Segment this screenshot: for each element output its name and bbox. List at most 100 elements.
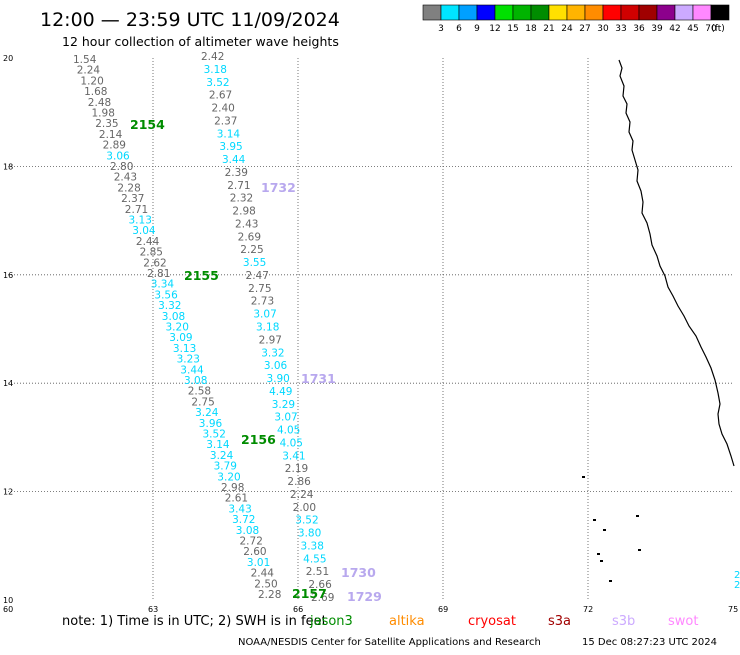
- colorbar-label: 3: [438, 24, 444, 34]
- wave-height-label: 2.40: [211, 103, 234, 115]
- colorbar-label: 33: [615, 24, 626, 34]
- lat-tick-label: 20: [3, 54, 13, 63]
- altimeter-tracks: 1.542.241.201.682.481.982.352.142.893.06…: [73, 51, 334, 604]
- island-mark: [600, 560, 603, 562]
- wave-height-label: 4.05: [277, 425, 300, 437]
- island-mark: [597, 553, 600, 555]
- wave-height-label: 2.60: [243, 546, 266, 558]
- lon-tick-label: 63: [148, 605, 158, 614]
- lat-tick-label: 14: [3, 379, 13, 388]
- wave-height-label: 3.18: [256, 322, 279, 334]
- wave-height-label: 2.42: [201, 51, 224, 63]
- wave-height-label: 2.39: [225, 167, 248, 179]
- wave-height-label: 3.04: [132, 225, 156, 237]
- wave-height-label: 2.24: [290, 489, 314, 501]
- colorbar-label: 45: [687, 24, 698, 34]
- pass-number-label: 2154: [130, 117, 165, 132]
- wave-height-label: 3.96: [199, 418, 223, 430]
- satellite-legend-entry: s3a: [548, 614, 571, 629]
- satellite-legend-entry: jason3: [309, 614, 353, 629]
- wave-height-label: 3.01: [247, 557, 270, 569]
- colorbar-swatch: [494, 4, 514, 21]
- wave-height-label: 3.79: [214, 461, 237, 473]
- colorbar-swatch: [548, 4, 568, 21]
- wave-height-label: 2.81: [147, 268, 170, 280]
- edge-value-mark: 2: [734, 570, 740, 581]
- wave-height-label: 2.43: [114, 172, 137, 184]
- colorbar-swatch: [710, 4, 730, 21]
- wave-height-label: 3.44: [180, 364, 204, 376]
- colorbar-label: 12: [489, 24, 500, 34]
- wave-height-label: 3.52: [206, 77, 229, 89]
- wave-height-label: 2.72: [240, 536, 263, 548]
- wave-height-label: 3.13: [173, 343, 196, 355]
- wave-height-label: 3.20: [166, 322, 189, 334]
- map-title: 12:00 — 23:59 UTC 11/09/2024: [40, 9, 340, 31]
- island-mark: [593, 519, 596, 521]
- wave-height-label: 3.34: [151, 279, 175, 291]
- wave-height-label: 2.69: [238, 231, 261, 243]
- satellite-legend: jason3 altika cryosat s3a s3b swot: [309, 614, 698, 629]
- footer-note: note: 1) Time is in UTC; 2) SWH is in fe…: [62, 614, 327, 629]
- footer-timestamp: 15 Dec 08:27:23 UTC 2024: [582, 637, 717, 648]
- colorbar-swatch: [566, 4, 586, 21]
- pass-number-label: 2156: [241, 432, 276, 447]
- pass-number-label: 1729: [347, 589, 382, 604]
- colorbar-label: 6: [456, 24, 462, 34]
- wave-height-label: 2.48: [88, 97, 111, 109]
- colorbar-swatch: [530, 4, 550, 21]
- wave-height-label: 2.28: [117, 182, 140, 194]
- colorbar-legend: 3 6 9 12 15 18 21 24 27 30 33 36 39 42 45 70(ft): [422, 4, 730, 34]
- colorbar-label: 18: [525, 24, 537, 34]
- wave-height-label: 1.20: [80, 75, 103, 87]
- colorbar-label: 24: [561, 24, 573, 34]
- lat-tick-label: 12: [3, 488, 13, 497]
- wave-height-label: 2.75: [248, 283, 271, 295]
- colorbar-label: 36: [633, 24, 645, 34]
- wave-height-label: 3.23: [177, 354, 200, 366]
- wave-height-label: 2.71: [227, 180, 250, 192]
- wave-height-label: 3.24: [210, 450, 234, 462]
- island-mark: [636, 515, 639, 517]
- wave-height-label: 2.98: [221, 482, 244, 494]
- wave-height-label: 2.35: [95, 118, 118, 130]
- wave-height-label: 2.24: [77, 65, 101, 77]
- wave-height-label: 3.44: [222, 154, 246, 166]
- wave-height-label: 2.71: [125, 204, 148, 216]
- wave-height-label: 2.37: [121, 193, 144, 205]
- wave-height-label: 3.08: [184, 375, 207, 387]
- colorbar-label: 39: [651, 24, 663, 34]
- wave-height-label: 3.24: [195, 407, 219, 419]
- colorbar-label: 42: [669, 24, 680, 34]
- wave-height-label: 2.43: [235, 218, 258, 230]
- lat-tick-label: 10: [3, 596, 13, 605]
- satellite-legend-entry: cryosat: [468, 614, 516, 629]
- lat-tick-label: 18: [3, 162, 13, 171]
- wave-height-label: 2.25: [240, 244, 263, 256]
- wave-height-label: 3.56: [154, 289, 178, 301]
- colorbar-swatch: [656, 4, 676, 21]
- wave-height-label: 2.19: [285, 463, 308, 475]
- wave-height-label: 2.14: [99, 129, 123, 141]
- colorbar-swatch: [620, 4, 640, 21]
- wave-height-label: 3.14: [217, 128, 241, 140]
- satellite-legend-entry: s3b: [612, 614, 635, 629]
- pass-labels: 2154 2155 2156 2157 1732 1731 1730 1729 22: [130, 117, 740, 604]
- wave-height-label: 3.72: [232, 514, 255, 526]
- island-mark: [609, 580, 612, 582]
- wave-height-label: 3.08: [162, 311, 185, 323]
- satellite-legend-entry: swot: [668, 614, 698, 629]
- wave-height-label: 3.06: [264, 360, 288, 372]
- wave-height-label: 3.90: [266, 373, 289, 385]
- wave-height-label: 2.50: [254, 578, 277, 590]
- island-mark: [638, 549, 641, 551]
- wave-height-label: 2.58: [188, 386, 211, 398]
- wave-height-label: 4.05: [280, 437, 303, 449]
- wave-height-label: 3.07: [253, 309, 276, 321]
- wave-height-label: 3.95: [219, 141, 242, 153]
- lon-tick-label: 75: [728, 605, 738, 614]
- wave-height-label: 3.06: [106, 150, 130, 162]
- wave-height-label: 2.66: [308, 579, 332, 591]
